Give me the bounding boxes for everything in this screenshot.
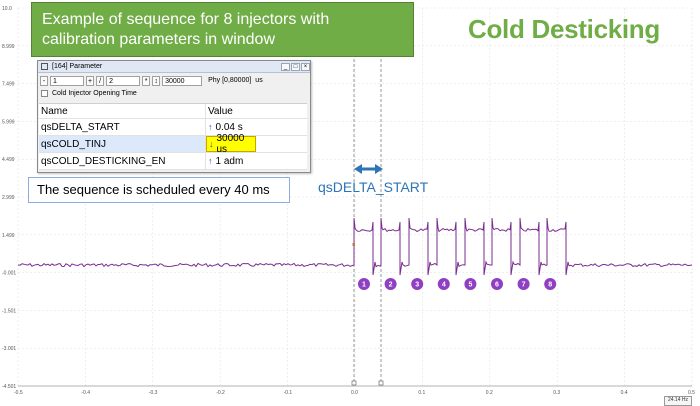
pulse-marker-label: 4 xyxy=(442,282,446,289)
y-tick-label: -0.001 xyxy=(2,271,16,277)
parameter-description-row: Cold Injector Opening Time xyxy=(38,87,310,99)
x-tick-label: 0.5 xyxy=(688,390,695,396)
value-input[interactable]: 30000 xyxy=(162,75,203,86)
pulse-marker-label: 7 xyxy=(522,282,526,289)
close-icon[interactable]: × xyxy=(301,62,310,71)
pulse-marker-label: 3 xyxy=(415,282,419,289)
y-tick-label: 10.0 xyxy=(2,6,12,12)
signal-trace-path xyxy=(17,217,693,276)
pulse-marker-label: 5 xyxy=(468,282,472,289)
y-tick-label: -4.501 xyxy=(2,384,16,390)
description-checkbox[interactable] xyxy=(41,89,48,97)
parameter-description: Cold Injector Opening Time xyxy=(52,89,137,97)
divide-button[interactable]: / xyxy=(96,75,105,86)
x-tick-label: 0.3 xyxy=(553,390,560,396)
sort-icon[interactable]: ↕ xyxy=(152,75,161,86)
delta-arrow-head-left xyxy=(354,164,362,174)
window-app-icon xyxy=(41,63,48,70)
table-row-selected[interactable]: qsCOLD_TINJ ↓ 30000 us xyxy=(39,133,307,155)
x-tick-label: -0.2 xyxy=(216,390,225,396)
y-tick-label: 4.499 xyxy=(2,157,15,163)
param-value[interactable]: 30000 us xyxy=(216,133,245,155)
schedule-note-text: The sequence is scheduled every 40 ms xyxy=(37,182,270,197)
arrow-up-icon: ↑ xyxy=(208,122,213,132)
pulse-marker-label: 6 xyxy=(495,282,499,289)
unit-label: us xyxy=(255,77,263,84)
column-header-value[interactable]: Value xyxy=(208,105,233,117)
x-tick-label: -0.3 xyxy=(149,390,158,396)
param-value[interactable]: 0.04 s xyxy=(215,121,243,133)
cursor-handle[interactable] xyxy=(351,380,357,386)
param-name: qsCOLD_TINJ xyxy=(39,136,206,152)
pulse-marker xyxy=(411,278,424,290)
param-name: qsDELTA_START xyxy=(39,119,206,135)
pulse-marker xyxy=(358,278,370,290)
column-header-name[interactable]: Name xyxy=(39,104,206,118)
y-tick-label: -3.001 xyxy=(2,346,16,352)
physical-range-label: Phy [0,80000] xyxy=(208,77,252,84)
table-header: Name Value xyxy=(39,104,307,119)
x-tick-label: -0.4 xyxy=(81,390,90,396)
delta-start-label: qsDELTA_START xyxy=(318,179,429,195)
step-field[interactable]: 1 xyxy=(50,75,84,86)
pulse-marker xyxy=(491,278,503,290)
parameter-table: Name Value qsDELTA_START ↑ 0.04 s qsCOLD_… xyxy=(39,103,307,170)
pulse-marker xyxy=(544,278,557,290)
x-tick-label: 0.0 xyxy=(351,390,358,396)
param-name: qsCOLD_DESTICKING_EN xyxy=(39,153,206,169)
callout-title-text: Example of sequence for 8 injectors with… xyxy=(42,11,330,48)
decrement-button[interactable]: - xyxy=(40,75,48,86)
frequency-readout: 24.14 Hz xyxy=(664,396,692,406)
maximize-icon[interactable]: □ xyxy=(291,62,300,71)
parameter-window-titlebar[interactable]: [164] Parameter _ □ × xyxy=(38,61,310,73)
pulse-marker-label: 2 xyxy=(389,282,393,289)
table-row[interactable]: qsDELTA_START ↑ 0.04 s xyxy=(39,119,307,136)
x-axis-ticks: -0.5 -0.4 -0.3 -0.2 -0.1 0.0 0.1 0.2 0.3 0.4 0.5 xyxy=(14,385,695,396)
y-axis-ticks: 10.0 8.999 7.499 5.999 4.499 2.999 1.499 -0.001… xyxy=(2,6,16,390)
table-row[interactable]: qsCOLD_DESTICKING_EN ↑ 1 adm xyxy=(39,153,307,170)
cursor-handle[interactable] xyxy=(378,380,384,386)
delta-arrow-head-right xyxy=(375,164,383,174)
x-tick-label: -0.5 xyxy=(14,390,23,396)
y-tick-label: 2.999 xyxy=(2,195,15,201)
param-value[interactable]: 1 adm xyxy=(215,155,244,167)
delta-start-arrow xyxy=(354,164,383,174)
pulse-marker xyxy=(384,278,397,290)
parameter-window[interactable]: [164] Parameter _ □ × - 1 + / 2 * ↕ 3000… xyxy=(37,60,311,173)
y-tick-label: 5.999 xyxy=(2,119,15,125)
x-tick-label: 0.4 xyxy=(621,390,628,396)
y-tick-label: -1.501 xyxy=(2,308,16,314)
y-tick-label: 7.499 xyxy=(2,82,15,88)
schedule-note-box: The sequence is scheduled every 40 ms xyxy=(28,177,290,203)
increment-button[interactable]: + xyxy=(86,75,95,86)
minimize-icon[interactable]: _ xyxy=(281,62,290,71)
slide-title: Cold Desticking xyxy=(468,14,660,44)
x-tick-label: 0.2 xyxy=(486,390,493,396)
factor-field[interactable]: 2 xyxy=(106,75,141,86)
pulse-marker-label: 1 xyxy=(362,282,366,289)
arrow-up-icon: ↑ xyxy=(208,156,213,166)
callout-title-box: Example of sequence for 8 injectors with… xyxy=(31,2,414,57)
parameter-window-title: [164] Parameter xyxy=(52,63,103,70)
pulse-marker xyxy=(517,278,530,290)
parameter-toolbar: - 1 + / 2 * ↕ 30000 Phy [0,80000] us xyxy=(38,74,310,87)
pulse-markers: 1 2 3 4 5 6 7 8 xyxy=(358,278,557,290)
y-tick-label: 1.499 xyxy=(2,233,15,239)
multiply-button[interactable]: * xyxy=(142,75,151,86)
pulse-marker-label: 8 xyxy=(548,282,552,289)
y-tick-label: 8.999 xyxy=(2,44,15,50)
x-tick-label: -0.1 xyxy=(284,390,293,396)
pulse-marker xyxy=(437,278,450,290)
injector-signal-trace xyxy=(17,217,693,276)
arrow-down-icon: ↓ xyxy=(209,139,214,149)
x-tick-label: 0.1 xyxy=(418,390,425,396)
pulse-marker xyxy=(464,278,477,290)
